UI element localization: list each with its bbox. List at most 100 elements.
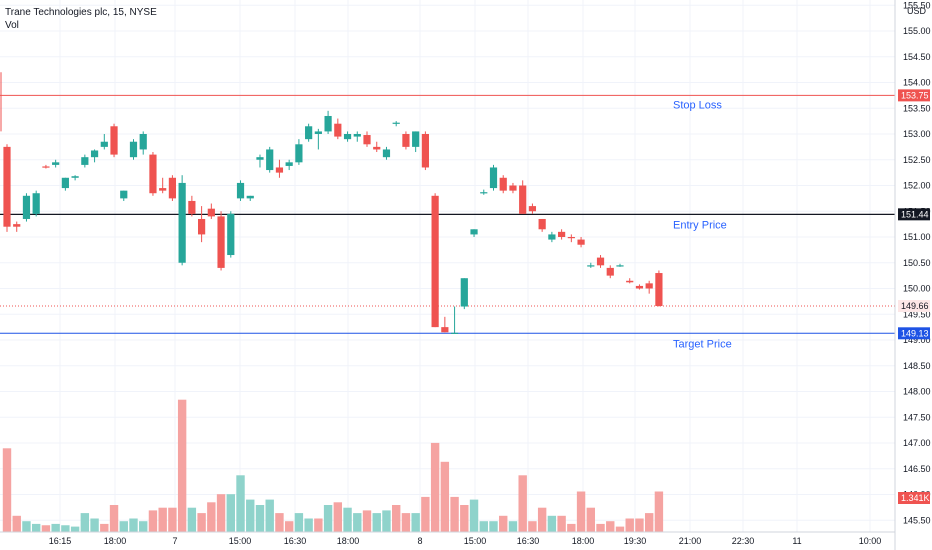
candle-body bbox=[90, 150, 99, 158]
candle bbox=[509, 182, 517, 194]
candle-body bbox=[13, 224, 21, 227]
candle bbox=[577, 237, 585, 248]
volume-bar bbox=[440, 461, 450, 532]
volume-bar bbox=[70, 526, 80, 532]
candle bbox=[217, 211, 225, 271]
volume-bar bbox=[80, 513, 90, 532]
currency-label: USD bbox=[907, 6, 927, 16]
x-tick-label: 22:30 bbox=[732, 536, 755, 546]
candle bbox=[645, 280, 653, 294]
candle bbox=[334, 118, 342, 140]
candle-body bbox=[606, 267, 614, 276]
y-tick-label: 153.50 bbox=[903, 103, 931, 113]
volume-legend-label: Vol bbox=[5, 20, 19, 31]
volume-bar bbox=[304, 518, 313, 532]
volume-bar bbox=[382, 510, 391, 532]
y-tick-label: 146.50 bbox=[903, 464, 931, 474]
volume-bar bbox=[207, 502, 216, 532]
candle-body bbox=[645, 283, 653, 289]
candle bbox=[129, 139, 138, 160]
candle bbox=[32, 190, 40, 217]
x-tick-label: 16:15 bbox=[49, 536, 72, 546]
volume-bar bbox=[635, 518, 644, 532]
volume-bar bbox=[421, 496, 430, 532]
volume-bar bbox=[401, 513, 411, 532]
level-annotation: Stop Loss bbox=[673, 99, 722, 111]
candle-body bbox=[295, 144, 303, 163]
candle bbox=[227, 211, 235, 258]
candle-body bbox=[655, 273, 663, 307]
level-annotation: Entry Price bbox=[673, 219, 727, 231]
volume-bar bbox=[430, 442, 440, 532]
y-tick-label: 155.00 bbox=[903, 26, 931, 36]
candle bbox=[519, 180, 527, 214]
candle bbox=[373, 141, 381, 153]
x-tick-label: 16:30 bbox=[284, 536, 307, 546]
candle-body bbox=[42, 166, 50, 168]
volume-bar bbox=[450, 496, 459, 532]
candle-body bbox=[635, 285, 644, 289]
volume-bar bbox=[460, 505, 469, 532]
y-tick-label: 152.50 bbox=[903, 155, 931, 165]
candle bbox=[460, 278, 468, 310]
candle bbox=[431, 193, 439, 328]
candle-body bbox=[198, 218, 206, 235]
y-tick-label: 149.50 bbox=[903, 309, 931, 319]
volume-bar bbox=[51, 523, 60, 532]
x-tick-label: 16:30 bbox=[517, 536, 540, 546]
x-tick-label: 18:00 bbox=[337, 536, 360, 546]
candle-body bbox=[528, 206, 537, 212]
candle bbox=[499, 175, 507, 194]
candle bbox=[548, 231, 556, 243]
volume-bar bbox=[2, 448, 12, 532]
candle bbox=[353, 131, 361, 142]
volume-bar bbox=[255, 505, 265, 532]
candle bbox=[538, 218, 546, 232]
level-price-tag bbox=[898, 327, 930, 340]
volume-bar bbox=[119, 521, 128, 532]
volume-bar bbox=[508, 521, 518, 532]
candle bbox=[168, 175, 177, 201]
candle-body bbox=[470, 229, 478, 235]
volume-bar bbox=[41, 525, 51, 532]
candle-body bbox=[100, 141, 108, 147]
candle-body bbox=[519, 185, 527, 214]
price-levels: Stop Loss Entry Price Target Price bbox=[0, 72, 895, 350]
candle bbox=[382, 146, 391, 160]
volume-bar bbox=[129, 518, 138, 532]
candle bbox=[61, 177, 69, 191]
y-tick-label: 153.00 bbox=[903, 129, 931, 139]
candle bbox=[188, 195, 196, 217]
x-tick-label: 18:00 bbox=[104, 536, 127, 546]
candle-body bbox=[412, 131, 420, 147]
candle-body bbox=[61, 177, 69, 189]
candle bbox=[626, 278, 634, 284]
candle bbox=[236, 180, 245, 201]
candle-body bbox=[441, 327, 449, 333]
candle bbox=[13, 221, 21, 232]
candle-body bbox=[81, 157, 89, 165]
candle bbox=[587, 262, 595, 268]
volume-bar bbox=[606, 521, 615, 532]
candle-body bbox=[431, 195, 439, 328]
candle-body bbox=[3, 146, 11, 227]
candle bbox=[52, 159, 60, 168]
volume-bar bbox=[294, 513, 304, 532]
candle bbox=[450, 306, 459, 334]
candle bbox=[139, 131, 147, 155]
candle bbox=[3, 144, 11, 232]
y-tick-label: 148.00 bbox=[903, 387, 931, 397]
volume-bar bbox=[236, 475, 245, 532]
candle bbox=[110, 123, 118, 158]
volume-bar bbox=[469, 499, 479, 532]
candle bbox=[606, 265, 614, 279]
candle bbox=[441, 316, 449, 333]
volume-bar bbox=[168, 507, 177, 532]
candle-body bbox=[363, 135, 371, 145]
y-tick-label: 148.50 bbox=[903, 361, 931, 371]
candle bbox=[489, 164, 498, 191]
volume-bar bbox=[197, 513, 206, 532]
candle-body bbox=[52, 162, 60, 165]
volume-bar bbox=[489, 521, 498, 532]
